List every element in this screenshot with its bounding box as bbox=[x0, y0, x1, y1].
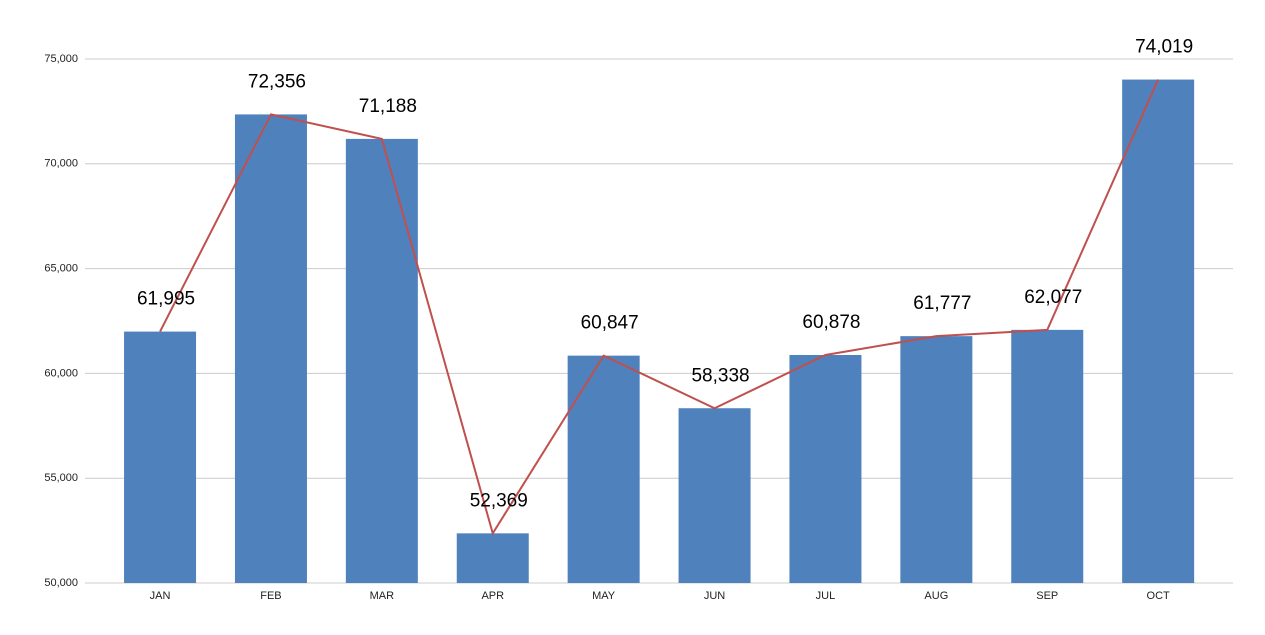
bar bbox=[1011, 329, 1084, 583]
data-label: 62,077 bbox=[1024, 287, 1082, 308]
y-tick-label: 60,000 bbox=[44, 367, 78, 379]
bar bbox=[789, 354, 862, 583]
x-tick-label: AUG bbox=[924, 590, 948, 602]
x-tick-label: FEB bbox=[260, 590, 281, 602]
y-tick-label: 50,000 bbox=[44, 577, 78, 589]
data-label: 58,338 bbox=[691, 365, 749, 386]
bar bbox=[345, 138, 418, 583]
data-label: 60,847 bbox=[581, 313, 639, 334]
bar bbox=[456, 533, 529, 583]
x-tick-label: JUN bbox=[704, 590, 725, 602]
bar bbox=[900, 336, 973, 583]
x-tick-label: OCT bbox=[1147, 590, 1171, 602]
bar bbox=[678, 408, 751, 583]
y-tick-label: 70,000 bbox=[44, 158, 78, 170]
y-tick-label: 65,000 bbox=[44, 263, 78, 275]
x-tick-label: MAY bbox=[592, 590, 616, 602]
bar bbox=[1122, 79, 1195, 583]
x-tick-label: JUL bbox=[816, 590, 836, 602]
y-tick-label: 55,000 bbox=[44, 472, 78, 484]
bar bbox=[124, 331, 197, 583]
data-label: 61,995 bbox=[137, 289, 195, 310]
data-label: 72,356 bbox=[248, 71, 306, 92]
x-tick-label: MAR bbox=[370, 590, 395, 602]
x-tick-label: JAN bbox=[150, 590, 171, 602]
bar bbox=[234, 114, 307, 583]
bar bbox=[567, 355, 640, 583]
y-tick-label: 75,000 bbox=[44, 53, 78, 65]
data-label: 71,188 bbox=[359, 96, 417, 117]
data-label: 60,878 bbox=[802, 312, 860, 333]
data-label: 52,369 bbox=[470, 490, 528, 511]
data-label: 61,777 bbox=[913, 293, 971, 314]
data-label: 74,019 bbox=[1135, 37, 1193, 58]
x-tick-label: SEP bbox=[1036, 590, 1058, 602]
x-tick-label: APR bbox=[481, 590, 504, 602]
trend-line bbox=[159, 79, 1160, 536]
